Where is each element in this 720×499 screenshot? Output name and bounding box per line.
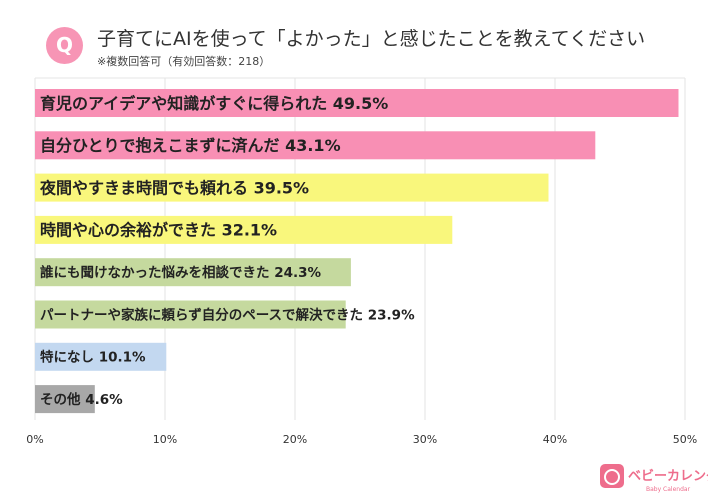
bar [35,215,453,244]
bar [35,131,596,160]
x-tick-label: 20% [283,433,307,446]
bar-label: 誰にも聞けなかった悩みを相談できた 24.3% [40,264,322,281]
bar [35,173,549,202]
bar [35,89,679,117]
chart-subtitle: ※複数回答可（有効回答数：218） [97,55,271,68]
bar [35,342,167,371]
bar [35,300,346,329]
bar-label: 時間や心の余裕ができた 32.1% [40,221,277,240]
x-tick-label: 10% [153,433,177,446]
x-tick-label: 50% [673,433,697,446]
x-tick-label: 40% [543,433,567,446]
bar [35,258,351,287]
bar-label: 特になし 10.1% [40,349,146,366]
bar-label: 夜間やすきま時間でも頼れる 39.5% [39,178,309,197]
chart-title: 子育てにAIを使って「よかった」と感じたことを教えてください [97,28,646,50]
x-tick-label: 30% [413,433,437,446]
bar [35,385,95,414]
bar-label: パートナーや家族に頼らず自分のペースで解決できた 23.9% [40,306,415,323]
bar-label: 自分ひとりで抱えこまずに済んだ 43.1% [40,136,341,155]
bar-label: その他 4.6% [40,391,123,408]
logo-subtext: Baby Calendar [646,486,691,493]
logo: ベビーカレンダー Baby Calendar [600,464,708,493]
logo-text: ベビーカレンダー [628,468,708,484]
bar-chart: 0% 10% 20% 30% 40% 50% 育児のアイデアや知識がすぐに得られた 49.5… [26,77,697,446]
q-badge: Q [46,27,83,64]
x-tick-label: 0% [26,433,43,446]
bar-label: 育児のアイデアや知識がすぐに得られた 49.5% [40,94,388,113]
